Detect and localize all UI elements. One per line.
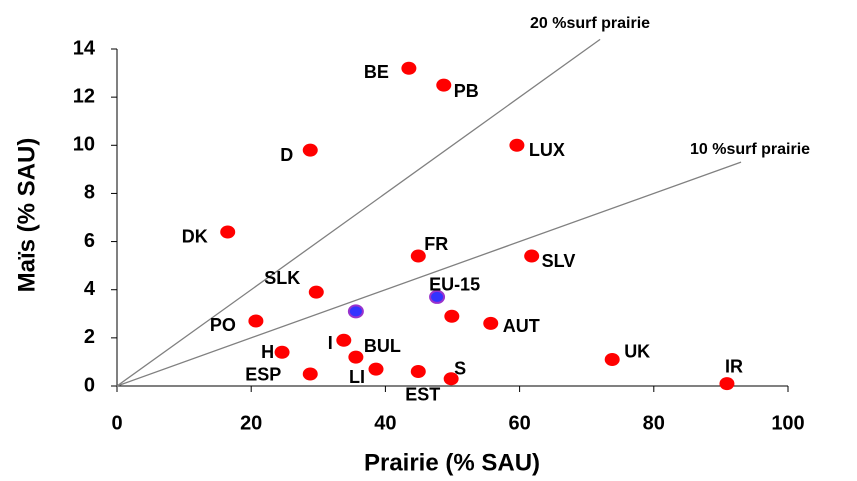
point-label: I (328, 333, 333, 353)
y-tick-label: 2 (84, 326, 95, 348)
point-label: SLK (264, 268, 300, 288)
data-point (274, 345, 290, 359)
data-point (436, 78, 452, 92)
point-label: H (261, 342, 274, 362)
x-tick-label: 40 (374, 412, 396, 434)
reference-line (116, 161, 742, 387)
data-point (509, 138, 525, 152)
data-point (719, 377, 735, 391)
x-tick-label: 100 (771, 412, 804, 434)
point-label: ESP (245, 365, 281, 385)
y-tick-label: 4 (84, 278, 96, 300)
data-point (410, 249, 426, 263)
x-tick-label: 0 (111, 412, 122, 434)
point-label: LUX (529, 140, 565, 160)
x-tick-label: 80 (643, 412, 665, 434)
reference-line (116, 38, 601, 387)
y-tick-label: 8 (84, 182, 95, 204)
x-tick-label: 20 (240, 412, 262, 434)
data-point (443, 372, 459, 386)
data-point (604, 353, 620, 367)
data-point (401, 61, 417, 75)
data-point (336, 333, 352, 347)
point-label: LI (349, 367, 365, 387)
y-tick-label: 12 (73, 85, 95, 107)
x-tick-label: 60 (508, 412, 530, 434)
y-tick-label: 14 (73, 37, 96, 59)
point-label: SLV (542, 251, 576, 271)
data-point (429, 289, 446, 304)
y-tick-label: 6 (84, 230, 95, 252)
point-label: D (280, 145, 293, 165)
reference-label: 10 %surf prairie (690, 141, 810, 158)
reference-label: 20 %surf prairie (530, 15, 650, 32)
point-label: PO (210, 315, 236, 335)
data-point (308, 285, 324, 299)
point-label: EU-15 (429, 275, 480, 295)
data-point (302, 367, 318, 381)
point-label: PB (454, 81, 479, 101)
point-label: FR (424, 234, 448, 254)
data-point (248, 314, 264, 328)
data-point (410, 365, 426, 379)
data-point (483, 316, 499, 330)
data-point (220, 225, 236, 239)
data-point (524, 249, 540, 263)
data-point (302, 143, 318, 157)
point-label: IR (725, 356, 743, 376)
y-axis-title: Maïs (% SAU) (13, 138, 40, 293)
point-label: UK (624, 341, 650, 361)
point-label: EST (405, 384, 440, 404)
point-label: DK (182, 227, 208, 247)
point-label: BE (364, 62, 389, 82)
point-label: S (454, 359, 466, 379)
data-point (347, 304, 364, 319)
point-label: BUL (364, 336, 401, 356)
point-label: AUT (503, 316, 540, 336)
data-point (348, 350, 364, 364)
x-axis-title: Prairie (% SAU) (364, 449, 540, 476)
y-tick-label: 0 (84, 374, 95, 396)
data-point (368, 362, 384, 376)
data-point (444, 309, 460, 323)
y-tick-label: 10 (73, 134, 95, 156)
